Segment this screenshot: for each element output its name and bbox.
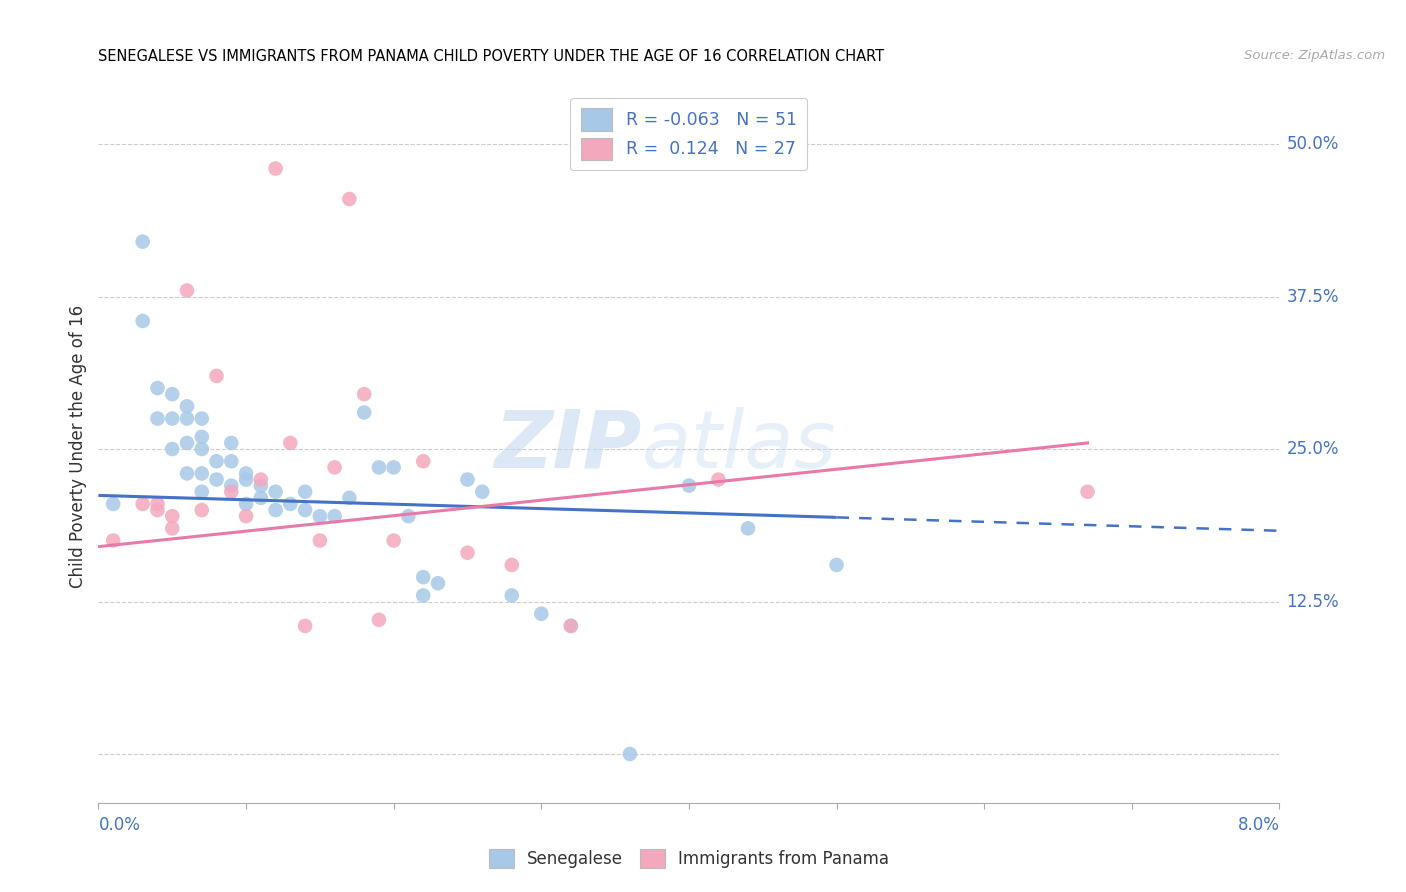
- Text: Source: ZipAtlas.com: Source: ZipAtlas.com: [1244, 49, 1385, 62]
- Point: [471, 484, 494, 499]
- Point: [456, 473, 478, 487]
- Point: [278, 436, 301, 450]
- Point: [132, 235, 155, 249]
- Point: [162, 521, 183, 535]
- Point: [191, 442, 214, 456]
- Point: [412, 454, 434, 468]
- Point: [294, 503, 316, 517]
- Point: [146, 503, 169, 517]
- Point: [176, 400, 198, 414]
- Point: [825, 558, 848, 572]
- Point: [619, 747, 641, 761]
- Point: [308, 509, 332, 524]
- Text: 12.5%: 12.5%: [1286, 592, 1339, 610]
- Point: [176, 284, 198, 298]
- Point: [1077, 484, 1099, 499]
- Text: ZIP: ZIP: [495, 407, 641, 485]
- Point: [323, 460, 346, 475]
- Point: [191, 467, 214, 481]
- Point: [367, 460, 389, 475]
- Point: [278, 497, 301, 511]
- Point: [250, 478, 273, 492]
- Point: [250, 491, 273, 505]
- Point: [205, 454, 228, 468]
- Point: [103, 533, 124, 548]
- Point: [264, 161, 287, 176]
- Point: [146, 411, 169, 425]
- Point: [235, 497, 257, 511]
- Point: [560, 619, 582, 633]
- Point: [308, 533, 332, 548]
- Point: [426, 576, 449, 591]
- Point: [737, 521, 759, 535]
- Point: [250, 473, 273, 487]
- Point: [235, 509, 257, 524]
- Point: [456, 546, 478, 560]
- Point: [530, 607, 553, 621]
- Legend: Senegalese, Immigrants from Panama: Senegalese, Immigrants from Panama: [482, 842, 896, 875]
- Text: 37.5%: 37.5%: [1286, 287, 1339, 306]
- Point: [235, 467, 257, 481]
- Point: [323, 509, 346, 524]
- Point: [146, 497, 169, 511]
- Point: [294, 619, 316, 633]
- Point: [396, 509, 419, 524]
- Point: [367, 613, 389, 627]
- Point: [205, 473, 228, 487]
- Y-axis label: Child Poverty Under the Age of 16: Child Poverty Under the Age of 16: [69, 304, 87, 588]
- Point: [501, 558, 523, 572]
- Point: [162, 387, 183, 401]
- Point: [337, 491, 360, 505]
- Point: [191, 503, 214, 517]
- Point: [219, 454, 242, 468]
- Text: 25.0%: 25.0%: [1286, 440, 1339, 458]
- Point: [219, 484, 242, 499]
- Point: [382, 533, 405, 548]
- Point: [103, 497, 124, 511]
- Point: [191, 411, 214, 425]
- Point: [678, 478, 700, 492]
- Point: [219, 436, 242, 450]
- Point: [162, 509, 183, 524]
- Point: [353, 405, 375, 419]
- Point: [146, 381, 169, 395]
- Point: [162, 442, 183, 456]
- Point: [501, 589, 523, 603]
- Point: [176, 411, 198, 425]
- Point: [235, 473, 257, 487]
- Point: [264, 484, 287, 499]
- Point: [205, 368, 228, 383]
- Point: [162, 411, 183, 425]
- Text: 8.0%: 8.0%: [1237, 816, 1279, 834]
- Point: [176, 436, 198, 450]
- Point: [132, 497, 155, 511]
- Text: SENEGALESE VS IMMIGRANTS FROM PANAMA CHILD POVERTY UNDER THE AGE OF 16 CORRELATI: SENEGALESE VS IMMIGRANTS FROM PANAMA CHI…: [98, 49, 884, 64]
- Point: [176, 467, 198, 481]
- Point: [219, 478, 242, 492]
- Point: [294, 484, 316, 499]
- Point: [353, 387, 375, 401]
- Point: [412, 589, 434, 603]
- Text: atlas: atlas: [641, 407, 837, 485]
- Point: [382, 460, 405, 475]
- Point: [707, 473, 730, 487]
- Point: [264, 503, 287, 517]
- Point: [560, 619, 582, 633]
- Point: [337, 192, 360, 206]
- Point: [132, 314, 155, 328]
- Text: 50.0%: 50.0%: [1286, 135, 1339, 153]
- Point: [191, 484, 214, 499]
- Point: [412, 570, 434, 584]
- Text: 0.0%: 0.0%: [98, 816, 141, 834]
- Legend: R = -0.063   N = 51, R =  0.124   N = 27: R = -0.063 N = 51, R = 0.124 N = 27: [571, 98, 807, 170]
- Point: [191, 430, 214, 444]
